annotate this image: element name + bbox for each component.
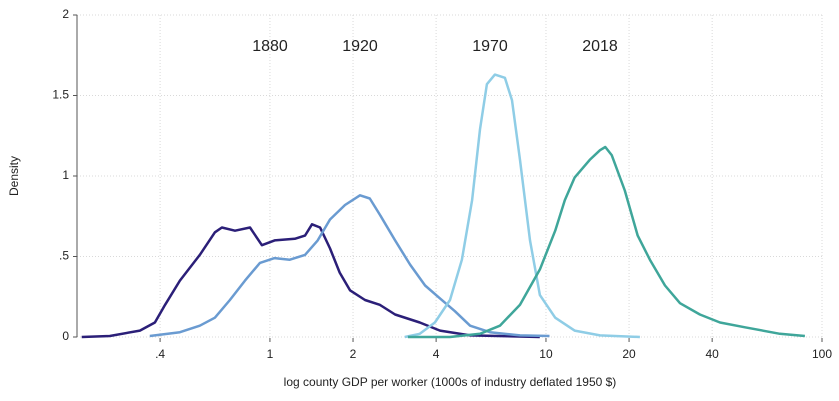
- density-line: [81, 223, 540, 339]
- x-tick-label: 1: [267, 347, 274, 361]
- x-axis-title: log county GDP per worker (1000s of indu…: [284, 375, 617, 389]
- y-tick-label: 1.5: [52, 88, 69, 102]
- x-tick-label: 20: [622, 347, 636, 361]
- series-label: 1920: [342, 38, 378, 55]
- x-tick-label: 4: [433, 347, 440, 361]
- y-tick-label: 0: [62, 329, 69, 343]
- density-line: [149, 194, 550, 338]
- x-tick-label: .4: [155, 347, 165, 361]
- x-tick-label: 10: [539, 347, 553, 361]
- x-tick-label: 100: [812, 347, 832, 361]
- x-tick-label: 40: [705, 347, 719, 361]
- y-tick-label: 1: [62, 168, 69, 182]
- density-line: [407, 145, 806, 339]
- series-label: 2018: [582, 38, 618, 55]
- x-tick-label: 2: [350, 347, 357, 361]
- density-line: [404, 73, 640, 339]
- y-tick-label: .5: [59, 249, 69, 263]
- y-axis-title: Density: [7, 156, 21, 196]
- series-label: 1970: [472, 38, 508, 55]
- series-label: 1880: [252, 38, 288, 55]
- y-tick-label: 2: [62, 7, 69, 21]
